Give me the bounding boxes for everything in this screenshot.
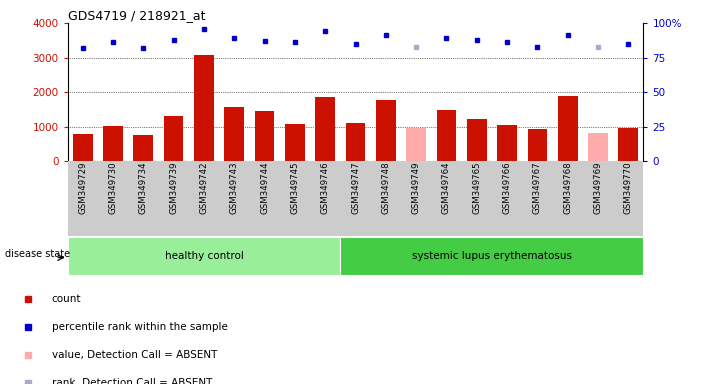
Text: healthy control: healthy control [164, 251, 243, 261]
Bar [497, 125, 517, 161]
Text: count: count [52, 294, 81, 304]
Text: percentile rank within the sample: percentile rank within the sample [52, 322, 228, 332]
Bar [225, 107, 244, 161]
Bar [285, 124, 305, 161]
Bar [588, 132, 608, 161]
Bar [134, 135, 153, 161]
Bar [376, 101, 395, 161]
Bar [194, 55, 214, 161]
Bar [346, 123, 365, 161]
Bar [558, 96, 577, 161]
Bar [437, 111, 456, 161]
Bar [341, 237, 643, 275]
Bar [255, 111, 274, 161]
Bar [528, 129, 547, 161]
Bar [73, 134, 92, 161]
Bar [619, 128, 638, 161]
Bar [68, 237, 341, 275]
Text: systemic lupus erythematosus: systemic lupus erythematosus [412, 251, 572, 261]
Bar [164, 116, 183, 161]
Bar [467, 119, 486, 161]
Text: GDS4719 / 218921_at: GDS4719 / 218921_at [68, 9, 205, 22]
Bar [406, 129, 426, 161]
Bar [316, 98, 335, 161]
Text: value, Detection Call = ABSENT: value, Detection Call = ABSENT [52, 350, 217, 360]
Bar [103, 126, 123, 161]
Text: rank, Detection Call = ABSENT: rank, Detection Call = ABSENT [52, 378, 212, 384]
Text: disease state: disease state [4, 249, 70, 259]
